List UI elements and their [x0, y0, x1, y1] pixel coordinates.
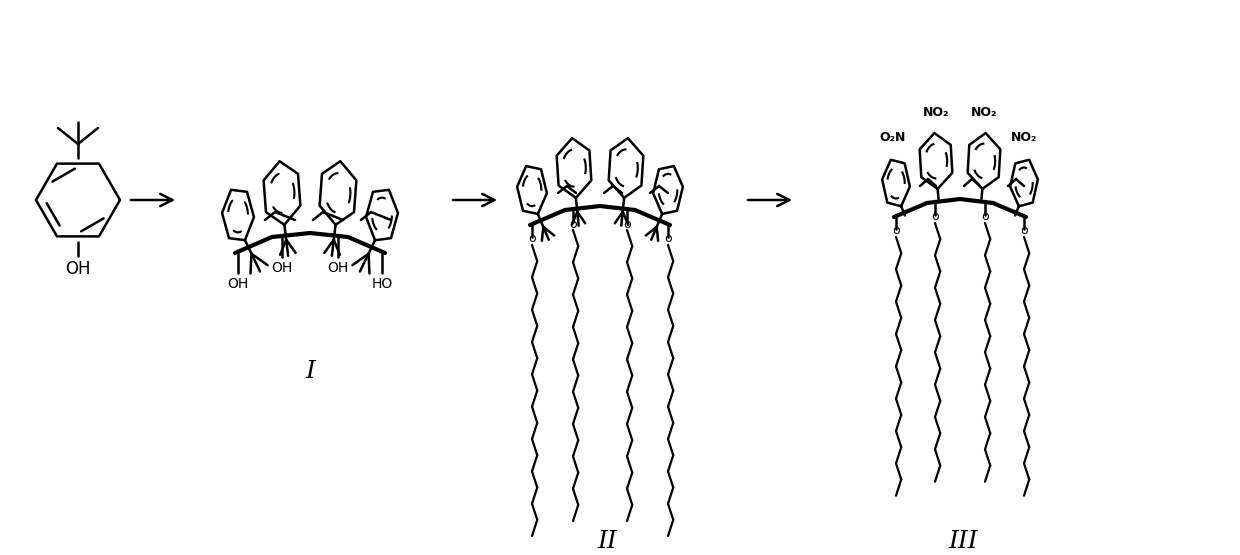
- Text: o: o: [665, 233, 672, 245]
- Text: NO₂: NO₂: [971, 106, 997, 119]
- Text: o: o: [931, 210, 939, 224]
- Text: NO₂: NO₂: [923, 106, 949, 119]
- Text: NO₂: NO₂: [1011, 131, 1037, 144]
- Text: II: II: [598, 530, 616, 553]
- Text: OH: OH: [227, 277, 249, 291]
- Text: OH: OH: [272, 261, 293, 275]
- Text: OH: OH: [327, 261, 348, 275]
- Text: I: I: [305, 360, 315, 383]
- Text: o: o: [624, 218, 631, 230]
- Text: O₂N: O₂N: [880, 131, 906, 144]
- Text: o: o: [893, 225, 900, 238]
- Text: III: III: [949, 530, 978, 553]
- Text: o: o: [1021, 225, 1028, 238]
- Text: o: o: [569, 218, 577, 230]
- Text: o: o: [528, 233, 536, 245]
- Text: o: o: [981, 210, 988, 224]
- Text: OH: OH: [66, 260, 91, 278]
- Text: HO: HO: [371, 277, 393, 291]
